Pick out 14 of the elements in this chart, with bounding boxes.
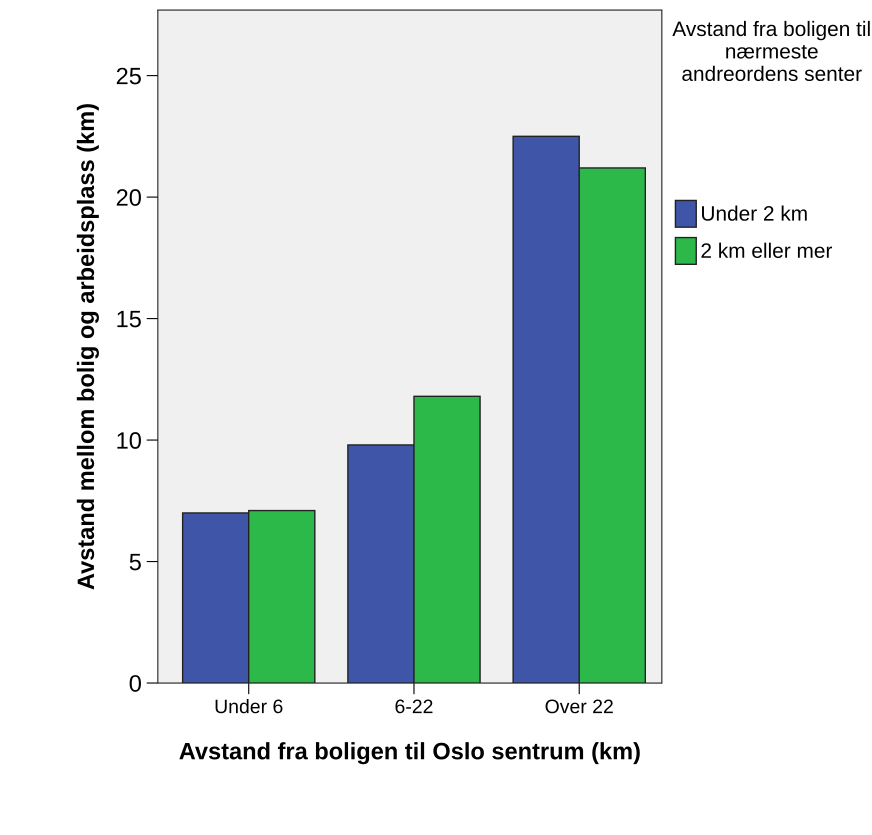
y-axis-title: Avstand mellom bolig og arbeidsplass (km) <box>76 104 99 590</box>
y-tick-label: 25 <box>116 68 141 84</box>
y-tick-label: 5 <box>130 554 141 570</box>
legend-label: 2 km eller mer <box>701 242 832 258</box>
x-tick-label: 6-22 <box>396 700 432 714</box>
legend-label: Under 2 km <box>702 205 807 221</box>
x-tick-label: Under 6 <box>216 699 282 714</box>
legend-title: Avstand fra boligen til nærmeste andreordens senter <box>672 20 870 82</box>
y-tick-label: 20 <box>116 189 141 206</box>
x-axis-title: Avstand fra boligen til Oslo sentrum (km) <box>179 742 640 764</box>
y-tick-label: 0 <box>130 675 141 692</box>
y-tick-label: 15 <box>117 310 141 328</box>
x-tick-label: Over 22 <box>546 700 613 714</box>
y-tick-label: 10 <box>117 432 141 449</box>
